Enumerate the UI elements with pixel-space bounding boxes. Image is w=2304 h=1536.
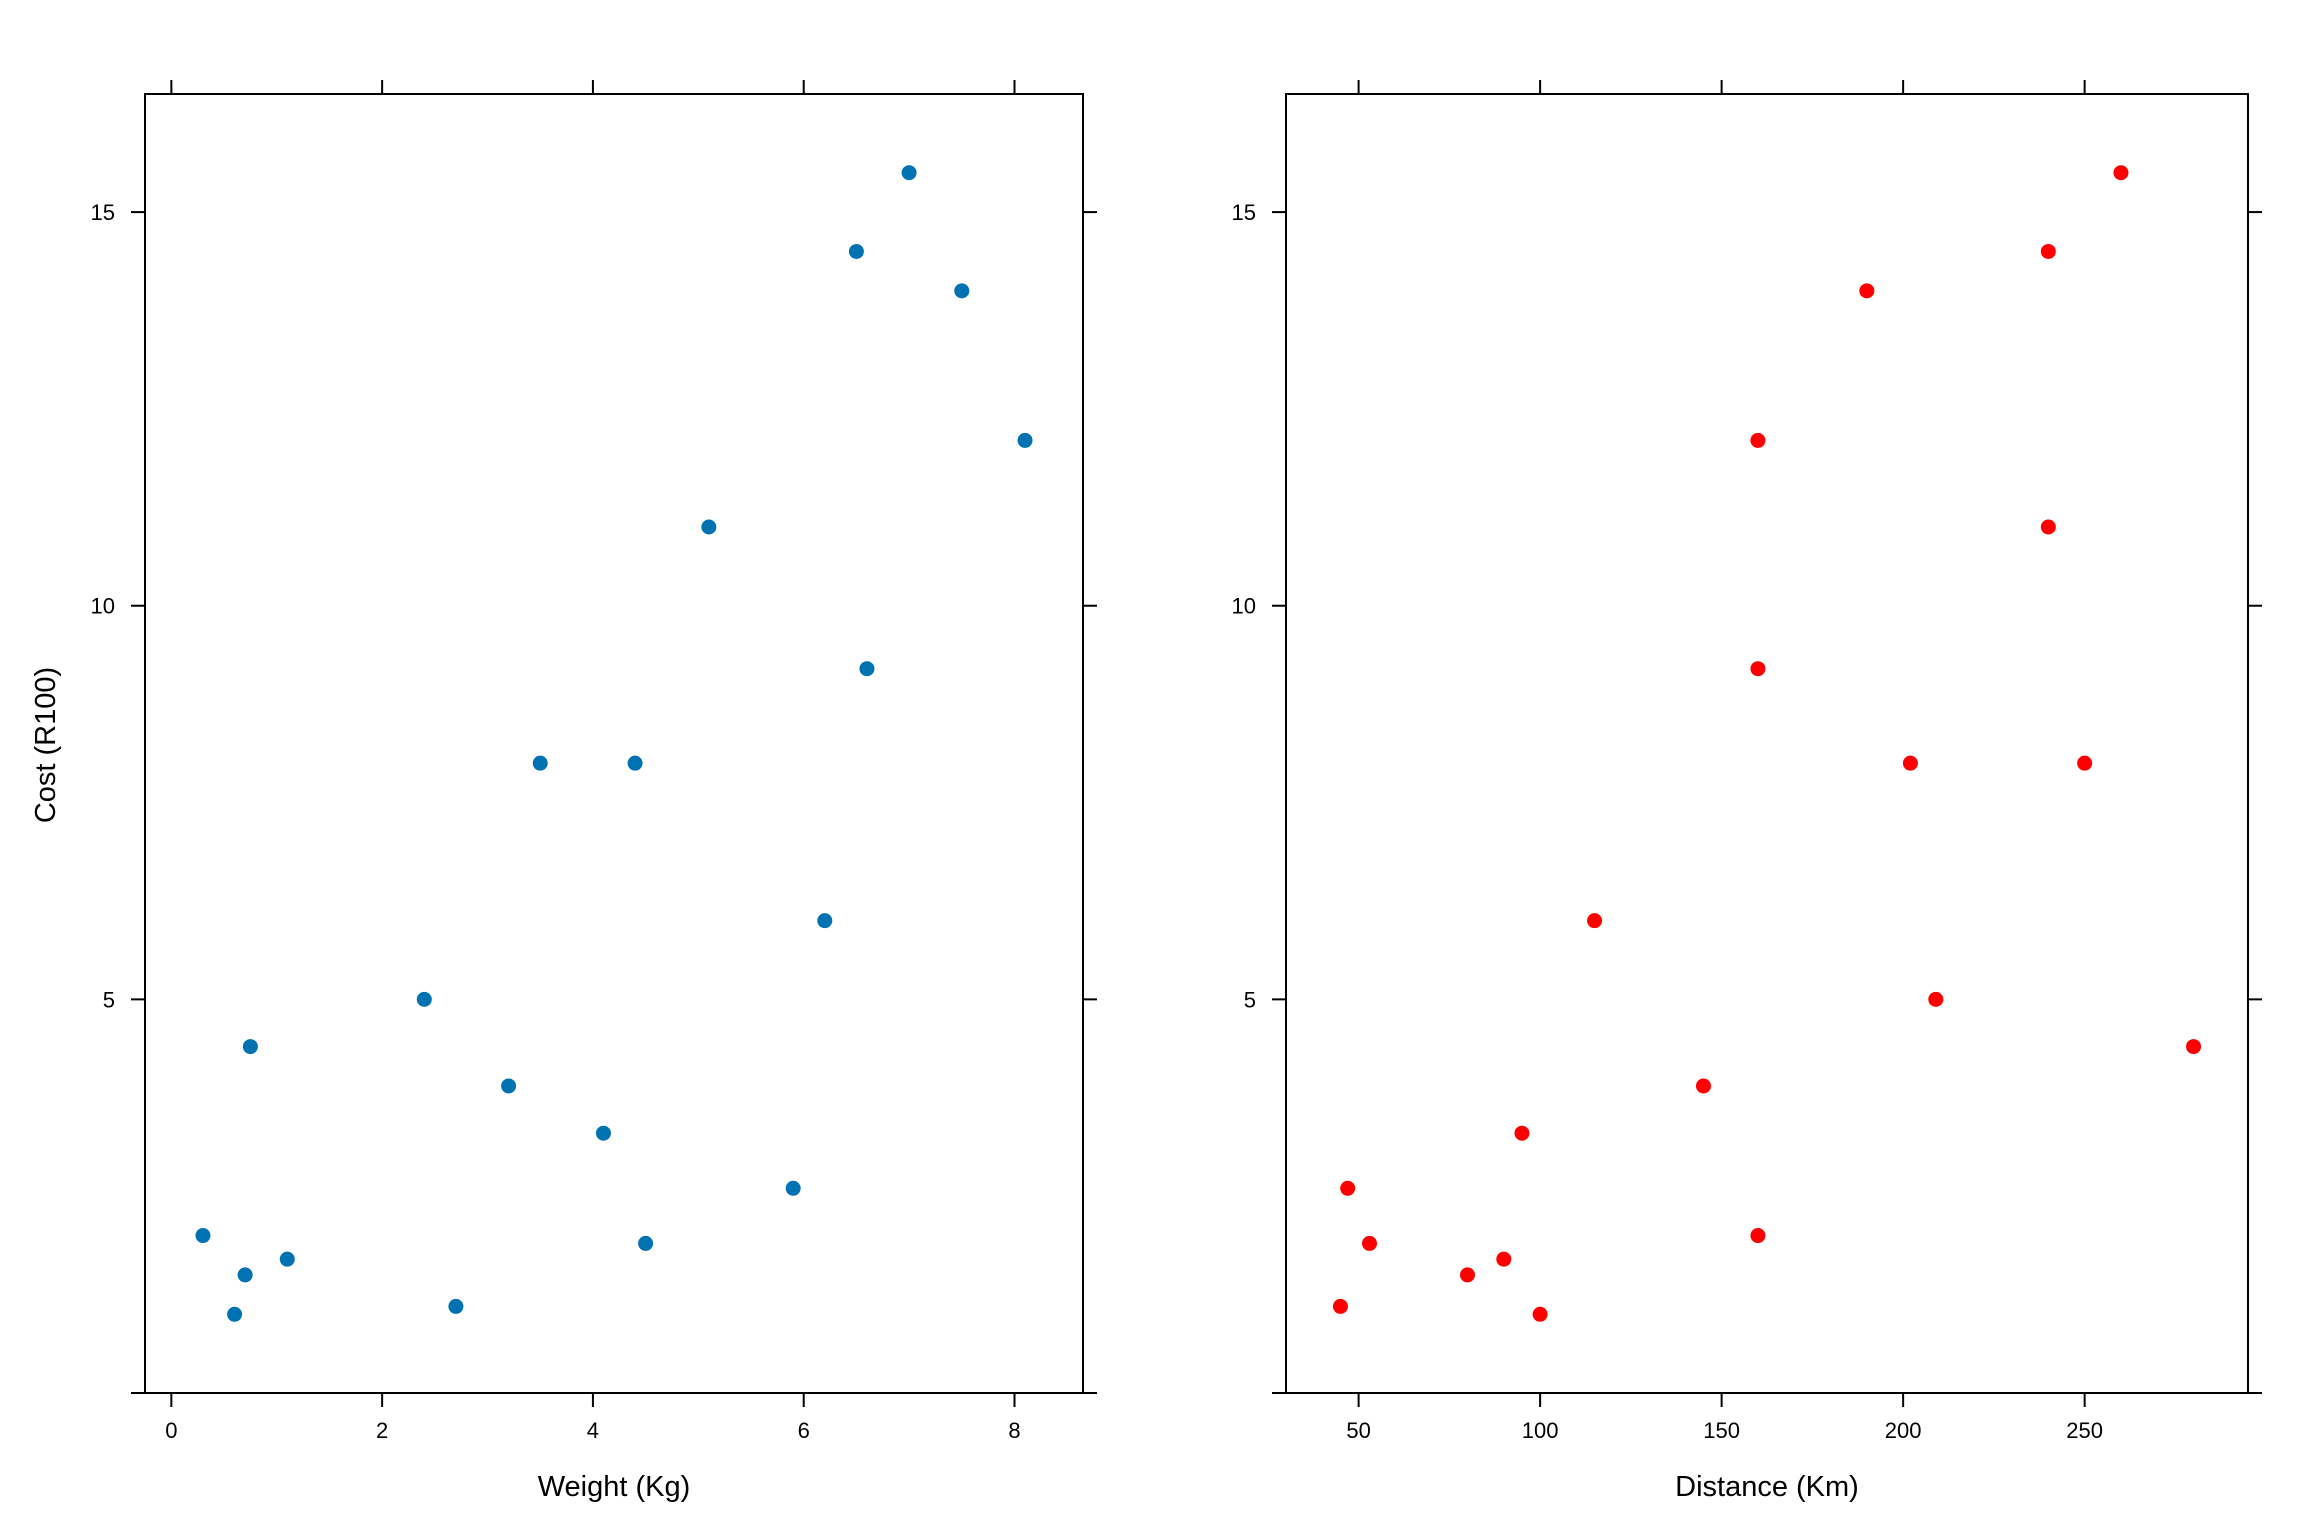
panel-2-point-13: [1902, 755, 1918, 771]
panel-1-point-15: [848, 243, 864, 259]
panel-1-point-17: [901, 165, 917, 181]
panel-1-point-9: [595, 1125, 611, 1141]
panel-1-y-tick-label-2: 15: [91, 200, 115, 225]
panel-2-point-7: [1587, 913, 1603, 929]
panel-2-point-18: [2113, 165, 2129, 181]
panel-1-point-8: [532, 755, 548, 771]
panel-2-y-tick-label-1: 10: [1232, 594, 1256, 619]
panel-1-point-13: [785, 1180, 801, 1196]
panel-2-point-14: [1928, 991, 1944, 1007]
panel-2-point-10: [1750, 661, 1766, 677]
panel-2-x-tick-label-1: 100: [1522, 1418, 1559, 1443]
panel-1-point-12: [701, 519, 717, 535]
panel-2-x-tick-label-2: 150: [1703, 1418, 1740, 1443]
panel-1-y-tick-label-0: 5: [103, 987, 115, 1012]
panel-1-point-11: [638, 1235, 654, 1251]
panel-2-y-tick-label-2: 15: [1232, 200, 1256, 225]
panel-2-point-15: [2040, 519, 2056, 535]
panel-2-point-0: [1332, 1298, 1348, 1314]
panel-2-point-8: [1695, 1078, 1711, 1094]
panel-2-y-tick-label-0: 5: [1244, 987, 1256, 1012]
panel-1-x-tick-label-4: 8: [1008, 1418, 1020, 1443]
panel-1-point-5: [416, 991, 432, 1007]
panel-2-point-9: [1750, 1228, 1766, 1244]
panel-1-point-14: [817, 913, 833, 929]
panel-1-frame: [144, 93, 1084, 1394]
panel-2-point-2: [1361, 1235, 1377, 1251]
panel-1-point-1: [227, 1306, 243, 1322]
panel-1-point-0: [195, 1228, 211, 1244]
y-axis-title: Cost (R100): [30, 667, 62, 823]
panel-1-point-4: [279, 1251, 295, 1267]
panel-2-point-6: [1532, 1306, 1548, 1322]
panel-1-y-tick-label-1: 10: [91, 594, 115, 619]
panel-1-x-tick-label-2: 4: [587, 1418, 599, 1443]
panel-2-x-axis-title: Distance (Km): [1675, 1471, 1859, 1503]
panel-2-x-tick-label-0: 50: [1346, 1418, 1370, 1443]
panel-2-point-1: [1340, 1180, 1356, 1196]
panel-1-x-tick-label-1: 2: [376, 1418, 388, 1443]
panel-2-point-12: [1859, 283, 1875, 299]
panel-2-point-11: [1750, 432, 1766, 448]
panel-2-point-19: [2186, 1039, 2202, 1055]
panel-2-x-tick-label-3: 200: [1885, 1418, 1922, 1443]
panel-1-point-19: [1017, 432, 1033, 448]
panel-2-point-17: [2077, 755, 2093, 771]
panel-1-point-2: [237, 1267, 253, 1283]
panel-2-point-16: [2040, 243, 2056, 259]
panel-1-point-18: [954, 283, 970, 299]
panel-2-x-tick-label-4: 250: [2066, 1418, 2103, 1443]
panel-1-point-3: [242, 1039, 258, 1055]
panel-1-point-16: [859, 661, 875, 677]
panel-2-point-3: [1460, 1267, 1476, 1283]
panel-2-point-5: [1514, 1125, 1530, 1141]
panel-1-point-6: [448, 1298, 464, 1314]
panel-1-x-tick-label-3: 6: [798, 1418, 810, 1443]
panel-1-point-7: [501, 1078, 517, 1094]
panel-1-point-10: [627, 755, 643, 771]
panel-1-x-axis-title: Weight (Kg): [538, 1471, 691, 1503]
panel-2-frame: [1285, 93, 2249, 1394]
panel-1-x-tick-label-0: 0: [165, 1418, 177, 1443]
panel-2-point-4: [1496, 1251, 1512, 1267]
